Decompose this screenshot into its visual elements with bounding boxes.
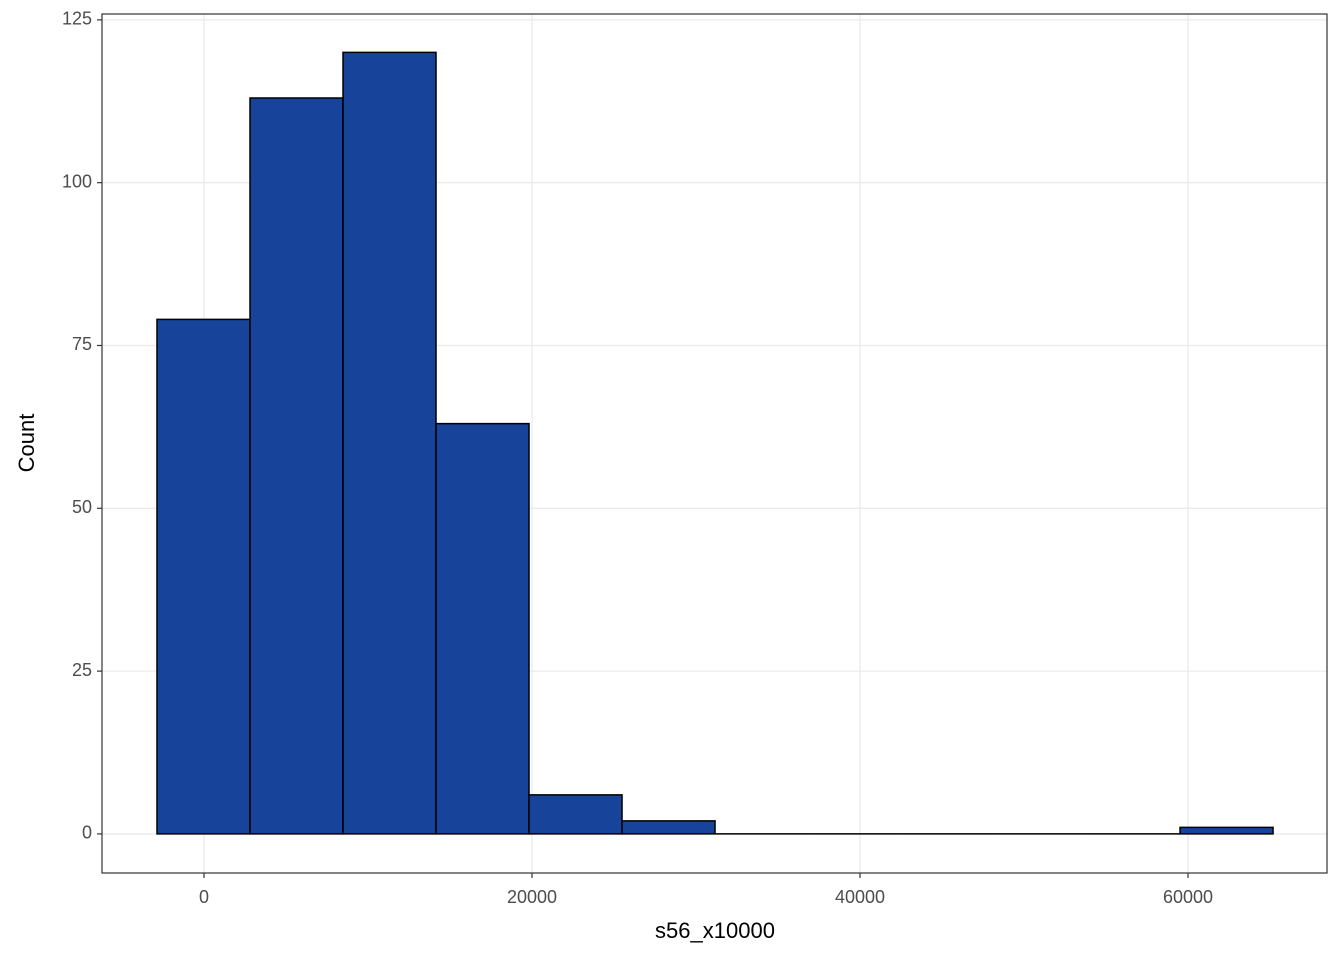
x-tick-label: 60000 — [1163, 887, 1213, 907]
bar — [156, 318, 251, 835]
bar — [342, 51, 437, 835]
x-tick-label: 20000 — [507, 887, 557, 907]
x-tick-label: 40000 — [835, 887, 885, 907]
x-tick-label: 0 — [199, 887, 209, 907]
bar — [435, 422, 530, 835]
bar — [1179, 826, 1274, 835]
bar — [249, 97, 344, 835]
bar — [528, 794, 623, 835]
y-tick-label: 100 — [62, 171, 92, 191]
y-axis-title: Count — [14, 414, 39, 473]
bars — [156, 51, 1274, 835]
y-tick-label: 25 — [72, 660, 92, 680]
y-tick-label: 50 — [72, 497, 92, 517]
y-tick-label: 125 — [62, 9, 92, 29]
y-tick-label: 75 — [72, 334, 92, 354]
panel-border — [101, 13, 1328, 874]
x-axis-title: s56_x10000 — [655, 918, 775, 943]
bar — [621, 820, 716, 835]
y-tick-label: 0 — [82, 823, 92, 843]
